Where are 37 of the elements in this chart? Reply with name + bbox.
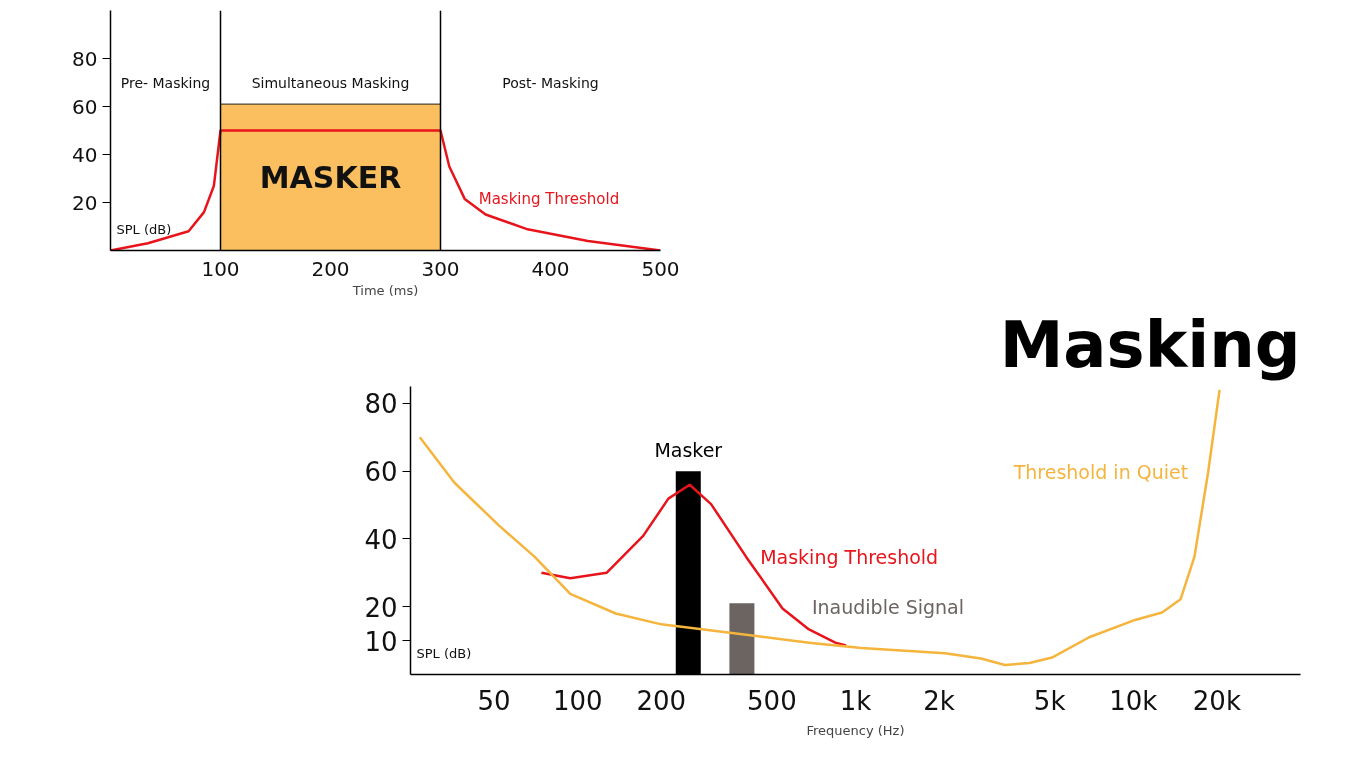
x-tick-label: 2k bbox=[923, 685, 955, 716]
y-tick-label: 20 bbox=[72, 190, 98, 215]
y-axis-title: SPL (dB) bbox=[116, 221, 172, 237]
y-tick-label: 20 bbox=[364, 592, 398, 623]
x-tick-label: 100 bbox=[201, 256, 240, 281]
annotation: Post- Masking bbox=[502, 74, 599, 91]
x-tick-label: 200 bbox=[311, 256, 350, 281]
series-label: Masker bbox=[654, 439, 723, 462]
x-axis-title: Frequency (Hz) bbox=[806, 722, 905, 738]
chart-title: Masking bbox=[999, 307, 1301, 382]
y-tick-label: 40 bbox=[364, 524, 398, 555]
y-tick-label: 60 bbox=[364, 457, 398, 488]
x-tick-label: 5k bbox=[1033, 685, 1066, 716]
y-tick-label: 80 bbox=[364, 389, 398, 420]
x-tick-label: 400 bbox=[531, 256, 570, 281]
y-tick-label: 60 bbox=[72, 94, 98, 119]
x-axis-title: Time (ms) bbox=[351, 282, 419, 298]
text: Inaudible Signal bbox=[811, 596, 965, 619]
series-label: Masking Threshold bbox=[760, 545, 939, 568]
x-tick-label: 100 bbox=[552, 685, 603, 716]
x-tick-label: 200 bbox=[636, 685, 687, 716]
y-tick-label: 40 bbox=[72, 142, 98, 167]
x-tick-label: 500 bbox=[641, 256, 680, 281]
x-tick-label: 10k bbox=[1109, 685, 1158, 716]
x-tick-label: 20k bbox=[1192, 685, 1241, 716]
y-tick-label: 80 bbox=[72, 46, 98, 71]
annotation: Pre- Masking bbox=[120, 74, 211, 91]
series-label: MASKER bbox=[259, 159, 402, 195]
annotation: Simultaneous Masking bbox=[251, 74, 410, 91]
y-tick-label: 10 bbox=[364, 626, 398, 657]
x-tick-label: 1k bbox=[839, 685, 872, 716]
x-tick-label: 50 bbox=[477, 685, 511, 716]
x-tick-label: 500 bbox=[747, 685, 797, 716]
series-label: Threshold in Quiet bbox=[1012, 461, 1189, 484]
x-tick-label: 300 bbox=[421, 256, 460, 281]
y-axis-title: SPL (dB) bbox=[416, 645, 472, 661]
series-label: Masking Threshold bbox=[478, 189, 620, 208]
